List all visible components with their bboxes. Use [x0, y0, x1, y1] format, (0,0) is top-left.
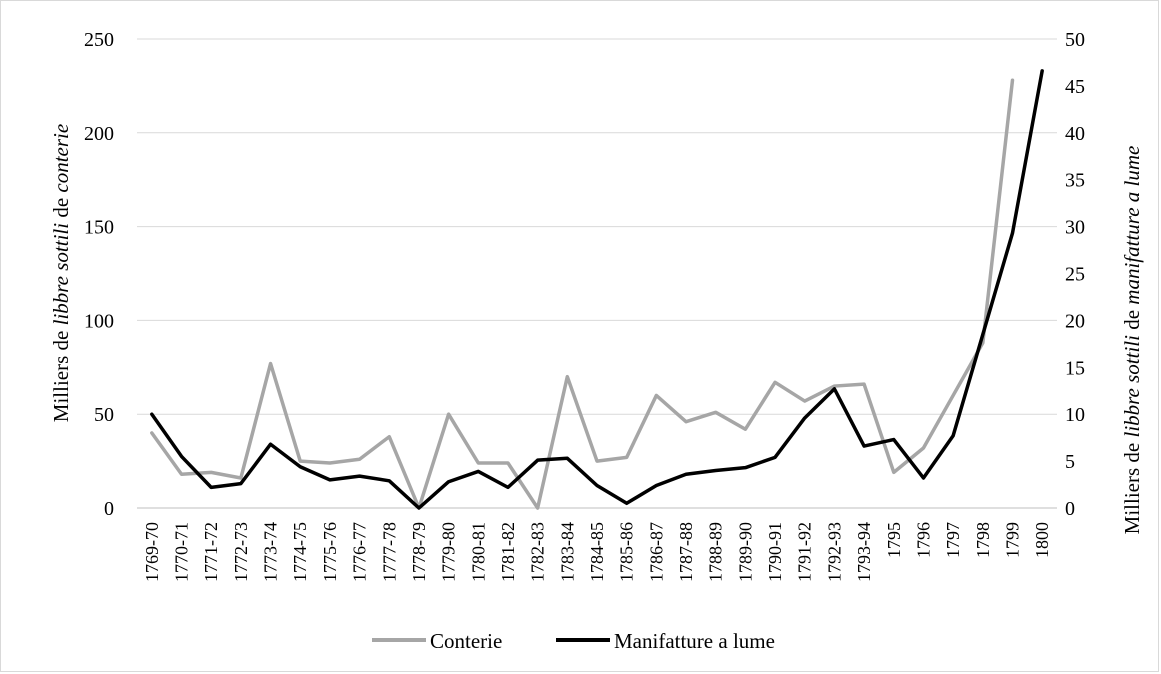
- x-tick-label: 1773-74: [261, 522, 281, 582]
- x-tick-label: 1782-83: [528, 522, 548, 582]
- right-tick-label: 50: [1065, 29, 1085, 51]
- left-tick-label: 100: [84, 310, 114, 332]
- right-tick-label: 20: [1065, 310, 1085, 332]
- x-tick-label: 1772-73: [231, 522, 251, 582]
- x-tick-label: 1781-82: [498, 522, 518, 582]
- x-tick-label: 1779-80: [439, 522, 459, 582]
- left-tick-label: 150: [84, 217, 114, 239]
- x-tick-label: 1796: [913, 522, 933, 558]
- series-line-conterie: [150, 78, 1015, 510]
- legend: Conterie Manifatture a lume: [372, 629, 775, 653]
- x-tick-label: 1797: [943, 522, 963, 558]
- x-tick-label: 1777-78: [379, 522, 399, 582]
- x-axis-ticks: 1769-70 1770-71 1771-72 1772-73 1773-74 1774-…: [142, 522, 1052, 582]
- x-tick-label: 1775-76: [320, 522, 340, 582]
- right-tick-label: 15: [1065, 357, 1085, 379]
- x-tick-label: 1793-94: [854, 522, 874, 582]
- right-axis-ticks: 0 5 10 15 20 25 30 35 40 45 50: [1065, 29, 1085, 520]
- x-tick-label: 1783-84: [557, 522, 577, 582]
- left-axis-ticks: 0 50 100 150 200 250: [84, 29, 114, 520]
- right-tick-label: 10: [1065, 404, 1085, 426]
- legend-label-conterie: Conterie: [430, 629, 502, 653]
- legend-label-manifatture: Manifatture a lume: [614, 629, 775, 653]
- x-tick-label: 1785-86: [617, 522, 637, 582]
- right-tick-label: 5: [1065, 451, 1075, 473]
- right-tick-label: 25: [1065, 264, 1085, 286]
- x-tick-label: 1798: [973, 522, 993, 558]
- x-tick-label: 1769-70: [142, 522, 162, 582]
- x-tick-label: 1770-71: [172, 522, 192, 582]
- x-tick-label: 1776-77: [350, 522, 370, 582]
- x-tick-label: 1799: [1002, 522, 1022, 558]
- left-tick-label: 200: [84, 123, 114, 145]
- x-tick-label: 1791-92: [795, 522, 815, 582]
- left-tick-label: 0: [104, 498, 114, 520]
- right-axis-title: Milliers de libbre sottili de manifattur…: [1120, 146, 1144, 535]
- x-tick-label: 1771-72: [201, 522, 221, 582]
- x-tick-label: 1800: [1032, 522, 1052, 558]
- left-tick-label: 50: [94, 404, 114, 426]
- right-tick-label: 45: [1065, 76, 1085, 98]
- x-tick-label: 1795: [884, 522, 904, 558]
- x-tick-label: 1790-91: [765, 522, 785, 582]
- x-tick-label: 1774-75: [290, 522, 310, 582]
- right-tick-label: 35: [1065, 170, 1085, 192]
- x-tick-label: 1792-93: [824, 522, 844, 582]
- right-tick-label: 40: [1065, 123, 1085, 145]
- right-tick-label: 0: [1065, 498, 1075, 520]
- x-tick-label: 1780-81: [468, 522, 488, 582]
- right-tick-label: 30: [1065, 217, 1085, 239]
- x-tick-label: 1784-85: [587, 522, 607, 582]
- x-tick-label: 1789-90: [735, 522, 755, 582]
- left-tick-label: 250: [84, 29, 114, 51]
- x-tick-label: 1786-87: [646, 522, 666, 582]
- series-line-manifatture: [150, 69, 1044, 510]
- left-axis-title: Milliers de libbre sottili de conterie: [49, 124, 73, 422]
- x-tick-label: 1787-88: [676, 522, 696, 582]
- x-tick-label: 1778-79: [409, 522, 429, 582]
- x-tick-label: 1788-89: [706, 522, 726, 582]
- gridlines: [137, 38, 1057, 509]
- series-lines: [150, 69, 1044, 510]
